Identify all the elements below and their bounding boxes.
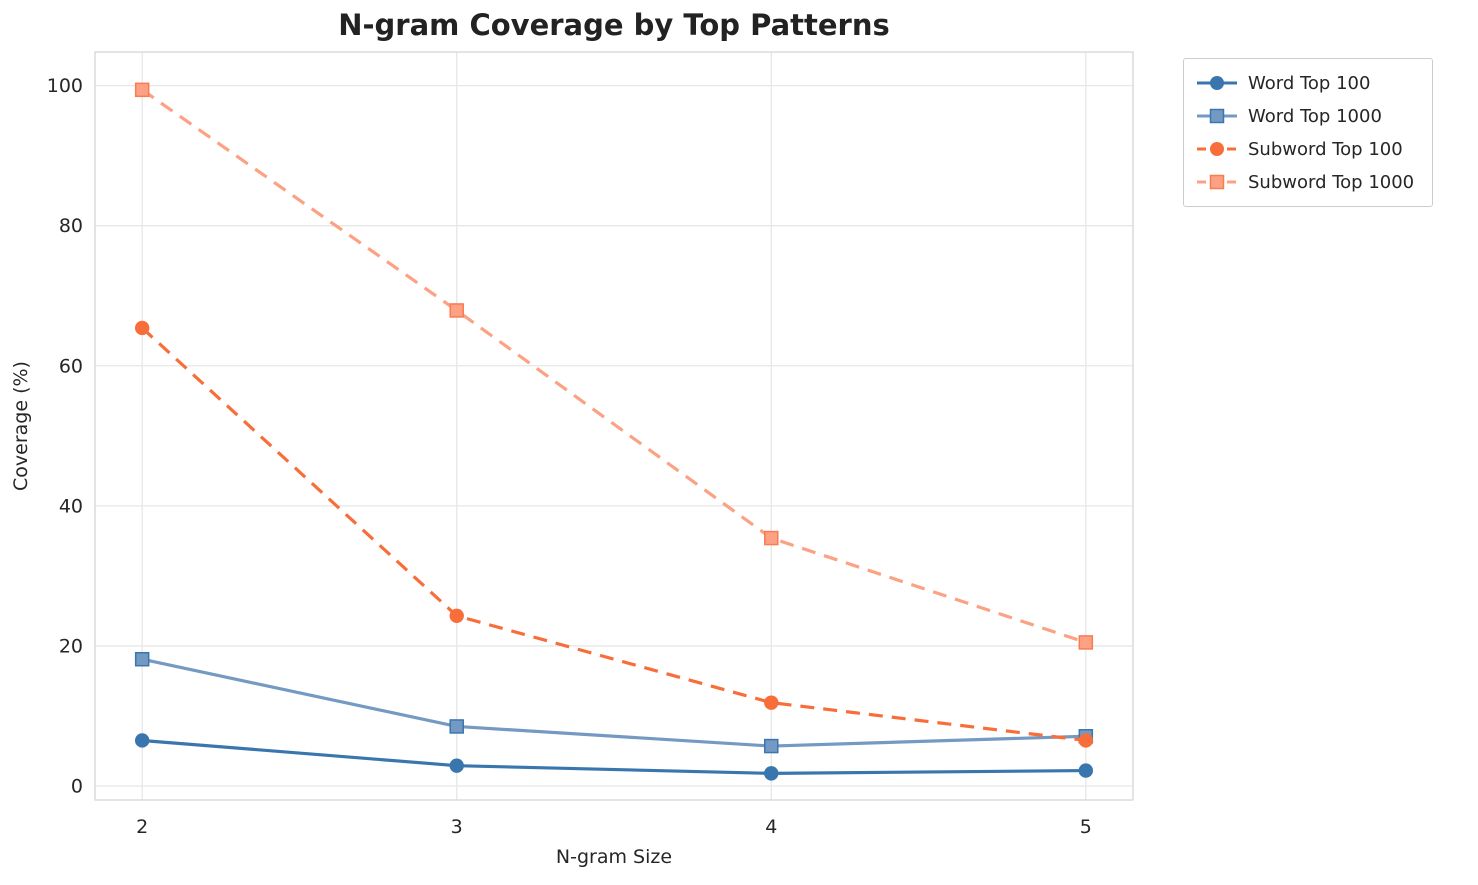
legend-label: Word Top 100 (1248, 72, 1371, 94)
data-point-word-top-1000 (449, 719, 464, 734)
series-line-word-top-1000 (141, 657, 1086, 748)
y-tick-label: 80 (59, 215, 83, 237)
data-point-subword-top-100 (764, 695, 779, 710)
data-point-word-top-100 (134, 733, 150, 748)
legend-sample-icon (1197, 174, 1237, 190)
data-point-word-top-100 (764, 766, 779, 781)
data-point-word-top-1000 (134, 651, 150, 667)
data-point-subword-top-100 (1078, 733, 1094, 748)
y-tick-label: 60 (59, 355, 83, 377)
legend-sample-icon (1197, 108, 1237, 124)
legend-sample-icon (1197, 142, 1237, 156)
data-point-word-top-100 (449, 758, 464, 773)
legend-item: Word Top 1000 (1194, 103, 1414, 129)
legend-item: Word Top 100 (1194, 70, 1414, 96)
data-point-subword-top-1000 (764, 530, 779, 546)
y-tick-label: 20 (59, 635, 83, 657)
legend-sample-icon (1197, 76, 1237, 90)
y-tick-label: 0 (71, 775, 83, 797)
legend-label: Subword Top 1000 (1248, 171, 1415, 193)
legend-item: Subword Top 1000 (1194, 169, 1414, 195)
x-axis-label: N-gram Size (555, 846, 673, 868)
y-axis-label: Coverage (%) (10, 361, 32, 491)
data-point-subword-top-100 (134, 320, 150, 336)
series-line-word-top-100 (142, 738, 1086, 775)
y-tick-label: 100 (47, 75, 83, 97)
x-tick-label: 2 (136, 816, 148, 838)
legend-label: Subword Top 100 (1248, 138, 1403, 160)
x-tick-label: 3 (451, 816, 463, 838)
legend-item: Subword Top 100 (1194, 136, 1414, 162)
x-tick-label: 5 (1080, 816, 1092, 838)
legend: Word Top 100 Word Top 1000 Subword Top 100… (1183, 58, 1434, 207)
data-point-subword-top-100 (449, 608, 464, 624)
legend-label: Word Top 1000 (1248, 105, 1382, 127)
x-tick-label: 4 (765, 816, 777, 838)
series-line-subword-top-1000 (141, 88, 1087, 644)
series-line-subword-top-100 (141, 326, 1087, 743)
data-point-subword-top-1000 (134, 82, 150, 98)
data-point-word-top-1000 (764, 738, 779, 754)
chart-title: N-gram Coverage by Top Patterns (338, 8, 890, 42)
data-point-subword-top-1000 (1078, 635, 1094, 650)
plot-border (94, 51, 1134, 801)
data-point-subword-top-1000 (449, 303, 464, 318)
data-point-word-top-100 (1078, 763, 1094, 778)
y-tick-label: 40 (59, 495, 83, 517)
